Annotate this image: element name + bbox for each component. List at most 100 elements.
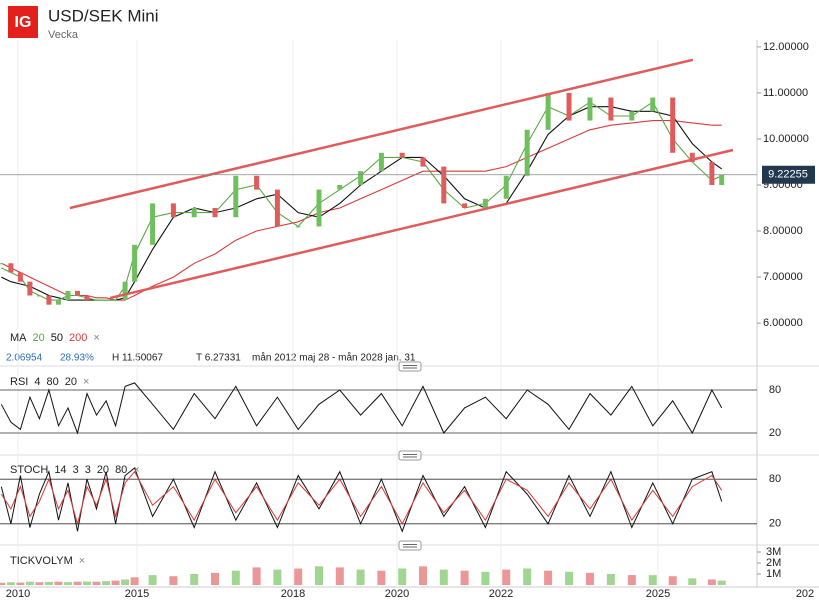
candle <box>650 97 656 112</box>
candle <box>46 295 52 305</box>
candle <box>191 208 197 218</box>
legend-entry: STOCH <box>10 464 48 476</box>
legend-entry: RSI <box>10 376 28 388</box>
volume-bar <box>688 578 697 585</box>
candle <box>233 175 239 218</box>
resize-handle[interactable] <box>398 361 422 372</box>
info-high: H 11.50067 <box>112 353 163 364</box>
candle <box>689 152 695 162</box>
legend-entry: 20 <box>33 332 45 344</box>
volume-bar <box>460 570 469 585</box>
y-tick-label: 20 <box>769 518 781 530</box>
resize-handle[interactable] <box>398 540 422 551</box>
legend-entry: 3 <box>73 464 79 476</box>
legend-entry: 3 <box>85 464 91 476</box>
info-change: 2.06954 <box>6 353 43 364</box>
volume-bar <box>419 566 427 585</box>
volume-bar <box>273 569 282 585</box>
volume-bar <box>523 568 532 585</box>
y-tick-label: 10.00000 <box>763 133 809 145</box>
candle <box>170 203 176 218</box>
volume-bar <box>252 567 261 585</box>
y-tick-label: 80 <box>769 473 781 485</box>
candle <box>587 97 593 121</box>
trendline <box>69 58 694 210</box>
close-icon[interactable]: × <box>93 332 99 344</box>
volume-bar <box>544 570 553 585</box>
close-icon[interactable]: × <box>133 464 139 476</box>
y-tick-label: 3M <box>766 546 781 558</box>
y-tick-label: 11.00000 <box>763 87 808 99</box>
y-tick-label: 2M <box>766 557 781 569</box>
legend-entry: 50 <box>51 332 63 344</box>
volume-bar <box>102 581 111 585</box>
volume-bar <box>717 580 726 585</box>
candle <box>150 203 156 245</box>
candle <box>8 263 14 273</box>
candle <box>670 97 676 153</box>
candle <box>17 272 23 282</box>
plot-area <box>0 40 757 587</box>
last-price-label: 9.22255 <box>768 169 808 181</box>
close-icon[interactable]: × <box>79 555 85 567</box>
candle <box>212 208 218 218</box>
volume-bar <box>73 581 82 585</box>
candle <box>316 189 322 227</box>
x-tick-label: 2010 <box>6 588 30 600</box>
candle <box>566 92 572 121</box>
volume-bar <box>121 579 130 585</box>
x-tick-label: 2020 <box>385 588 409 600</box>
volume-bar <box>335 567 344 585</box>
volume-bar <box>169 576 178 585</box>
candle <box>132 244 138 282</box>
candle <box>65 290 71 301</box>
volume-bar <box>627 575 636 585</box>
volume-bar <box>83 581 92 585</box>
volume-bar <box>481 571 490 585</box>
candle <box>274 189 280 227</box>
volume-bar <box>92 581 101 585</box>
indicator-line <box>0 470 723 526</box>
volume-bar <box>231 570 240 585</box>
volume-bar <box>585 572 594 585</box>
candle <box>254 175 260 190</box>
legend-entry: 14 <box>54 464 66 476</box>
legend-entry: 20 <box>65 376 77 388</box>
volume-bar <box>707 579 716 585</box>
volume-bar <box>0 582 6 585</box>
candle <box>399 152 405 158</box>
volume-bar <box>294 568 303 585</box>
close-icon[interactable]: × <box>83 376 89 388</box>
y-tick-label: 6.00000 <box>763 317 803 329</box>
volume-bar <box>35 582 44 585</box>
candle <box>295 226 301 228</box>
candle <box>503 175 509 199</box>
candle <box>55 300 61 305</box>
info-percent: 28.93% <box>60 353 94 364</box>
candle <box>441 166 447 204</box>
x-tick-label: 202 <box>796 588 814 600</box>
candle <box>75 290 80 296</box>
volume-bar <box>377 570 386 585</box>
candle <box>545 92 551 130</box>
resize-handle[interactable] <box>398 450 422 461</box>
volume-bar <box>356 569 365 585</box>
ma-line <box>1 101 722 301</box>
candle <box>84 295 90 301</box>
candle <box>719 174 725 185</box>
ma-line <box>1 106 723 301</box>
volume-bar <box>111 580 120 585</box>
logo <box>8 6 38 38</box>
volume-bar <box>606 574 615 585</box>
y-tick-label: 12.00000 <box>763 41 809 53</box>
volume-bar <box>44 581 53 585</box>
ma-line <box>1 120 722 301</box>
volume-bar <box>16 582 25 585</box>
interval: Vecka <box>48 29 79 41</box>
candle <box>122 281 128 301</box>
volume-bar <box>502 569 511 585</box>
volume-bar <box>148 575 157 585</box>
legend-entry: MA <box>10 332 27 344</box>
info-range: mån 2012 maj 28 - mån 2028 jan. 31 <box>252 352 416 364</box>
y-tick-label: 8.00000 <box>763 225 803 237</box>
